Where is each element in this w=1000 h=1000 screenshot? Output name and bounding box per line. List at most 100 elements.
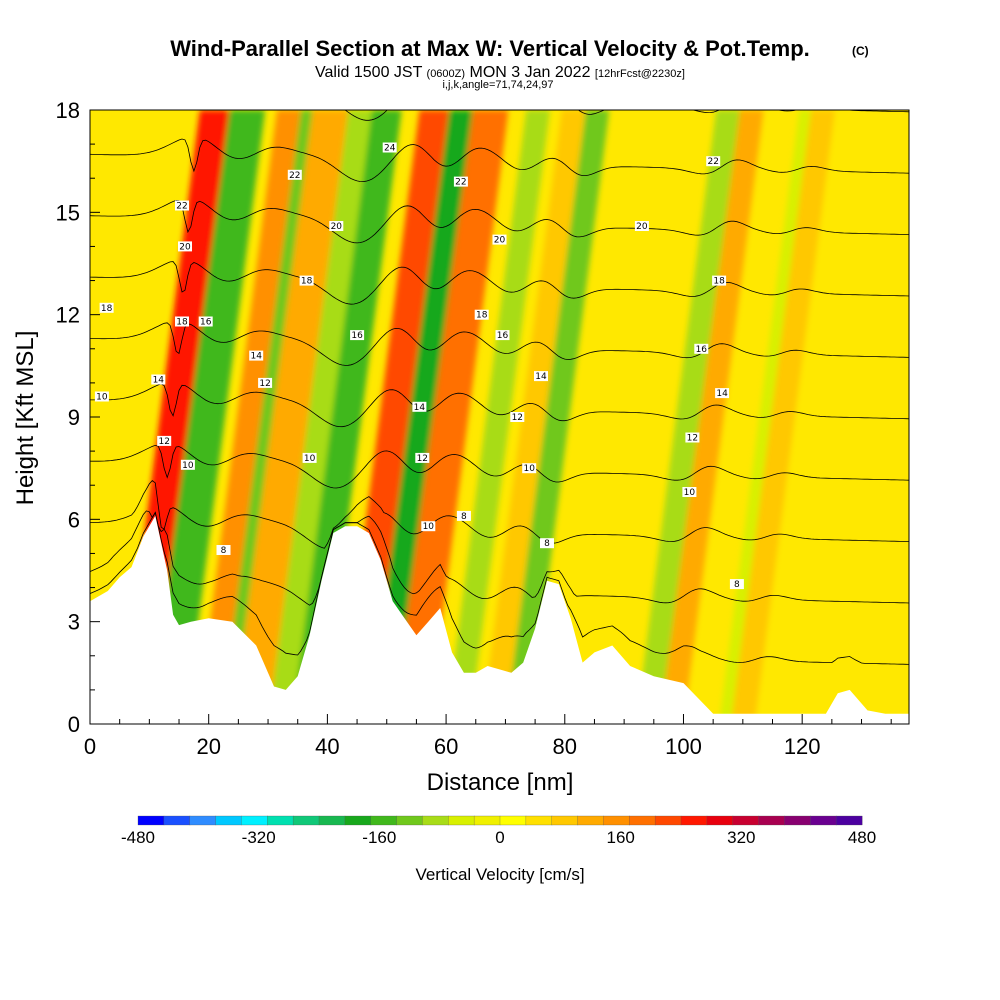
- contour-label: 12: [510, 412, 525, 423]
- contour-label: 16: [198, 316, 213, 328]
- contour-labels: 18 10 22 20 18 16 14 12 10 8 14 12 10 22 20 18 16 24 22 20 1…: [94, 142, 744, 590]
- contour-label: 18: [299, 275, 314, 287]
- contour-label-bg: [287, 169, 302, 180]
- contour-label-text: 8: [544, 539, 550, 549]
- theta-contour-line: [90, 444, 909, 489]
- subtitle-utc: (0600Z): [427, 68, 466, 80]
- contour-label-bg: [729, 579, 744, 590]
- contour-label: 20: [329, 221, 344, 232]
- contour-label-bg: [682, 487, 697, 497]
- contour-label-bg: [175, 200, 189, 211]
- y-tick-label: 6: [68, 507, 80, 532]
- colorbar-swatch: [680, 815, 708, 826]
- contour-label-text: 20: [179, 242, 191, 252]
- contour-label: 12: [157, 435, 172, 447]
- contour-label-text: 10: [523, 464, 535, 474]
- contour-label-text: 16: [200, 318, 212, 328]
- contour-label-text: 24: [384, 144, 396, 154]
- theta-contour-line: [90, 322, 909, 366]
- contour-label-bg: [151, 374, 166, 385]
- contour-label: 18: [175, 316, 189, 328]
- contour-label-bg: [99, 302, 114, 313]
- plot-area: 18 10 22 20 18 16 14 12 10 8 14 12 10 22 20 18 16 24 22 20 1…: [90, 110, 909, 724]
- colorbar-swatch: [267, 815, 294, 826]
- contour-label-bg: [712, 275, 727, 286]
- contour-label-bg: [495, 330, 510, 341]
- contour-label-text: 12: [259, 379, 270, 389]
- chart-subtitle-indices: i,j,k,angle=71,74,24,97: [442, 79, 553, 91]
- colorbar-swatch: [758, 815, 785, 826]
- velocity-band: [232, 110, 349, 724]
- colorbar-tick-label: 0: [495, 828, 504, 847]
- y-tick-label: 9: [68, 405, 80, 430]
- colorbar-swatch: [370, 815, 398, 826]
- colorbar: -480 -320 -160 0 160 320 480: [121, 815, 876, 847]
- contour-label: 20: [178, 241, 192, 252]
- contour-label-bg: [329, 221, 344, 231]
- colorbar-swatch: [551, 815, 579, 826]
- contour-label-bg: [412, 401, 427, 412]
- contour-label: 22: [175, 200, 189, 212]
- contour-label-bg: [522, 463, 537, 474]
- contour-label-bg: [421, 521, 436, 532]
- velocity-band: [481, 110, 586, 724]
- colorbar-swatch: [396, 815, 423, 826]
- colorbar-swatch: [215, 815, 242, 826]
- contour-label-bg: [474, 309, 489, 320]
- contour-label-text: 10: [96, 393, 108, 403]
- contour-label-bg: [258, 377, 273, 388]
- colorbar-swatch: [422, 815, 449, 826]
- colorbar-swatch: [137, 815, 165, 826]
- x-tick-label: 20: [196, 734, 220, 759]
- contour-label-text: 8: [734, 580, 740, 590]
- contour-label-text: 10: [182, 461, 194, 471]
- velocity-band: [368, 110, 479, 724]
- colorbar-swatch: [344, 815, 372, 826]
- contour-label-text: 12: [158, 437, 169, 447]
- copyright-mark: (C): [852, 44, 869, 58]
- colorbar-swatch: [163, 815, 191, 826]
- colorbar-swatch: [706, 815, 734, 826]
- contour-label: 18: [712, 275, 727, 287]
- contour-label: 10: [522, 463, 537, 474]
- contour-label-text: 12: [512, 413, 523, 423]
- contour-label-text: 14: [153, 376, 165, 386]
- contour-label-bg: [178, 241, 192, 252]
- contour-label-bg: [685, 432, 700, 443]
- contour-label-text: 18: [101, 304, 113, 314]
- contour-label-bg: [415, 452, 430, 463]
- chart-title: Wind-Parallel Section at Max W: Vertical…: [170, 36, 810, 61]
- colorbar-tick-label: 320: [727, 828, 755, 847]
- contour-label: 10: [94, 391, 109, 403]
- contour-label: 8: [216, 545, 231, 556]
- subtitle-date: MON 3 Jan 2022: [465, 64, 595, 81]
- contour-label-bg: [634, 221, 649, 231]
- x-tick-label: 60: [434, 734, 458, 759]
- theta-contour-line: [90, 383, 909, 428]
- contour-label-bg: [94, 391, 109, 402]
- colorbar-swatch: [732, 815, 760, 826]
- contour-label-bg: [382, 142, 397, 153]
- contour-label: 20: [634, 221, 649, 232]
- contour-label-bg: [534, 371, 548, 382]
- y-tick-label: 3: [68, 610, 80, 635]
- contour-label: 10: [682, 487, 697, 498]
- colorbar-swatch: [784, 815, 811, 826]
- contour-label-text: 22: [455, 178, 466, 188]
- contour-label: 10: [421, 521, 436, 532]
- contour-label: 20: [492, 234, 507, 246]
- contour-label-text: 18: [176, 318, 188, 328]
- contour-label: 14: [412, 401, 427, 413]
- velocity-band: [446, 110, 550, 724]
- contour-label: 18: [99, 302, 114, 314]
- theta-contour-line: [90, 511, 909, 665]
- contour-label-bg: [299, 275, 314, 286]
- contour-label: 14: [151, 374, 166, 386]
- contour-label-text: 8: [221, 546, 227, 556]
- colorbar-swatch: [810, 815, 837, 826]
- contour-label-text: 18: [301, 277, 313, 287]
- colorbar-title: Vertical Velocity [cm/s]: [415, 865, 584, 884]
- contour-label-bg: [715, 388, 730, 399]
- x-tick-label: 100: [665, 734, 702, 759]
- colorbar-swatch: [835, 815, 863, 826]
